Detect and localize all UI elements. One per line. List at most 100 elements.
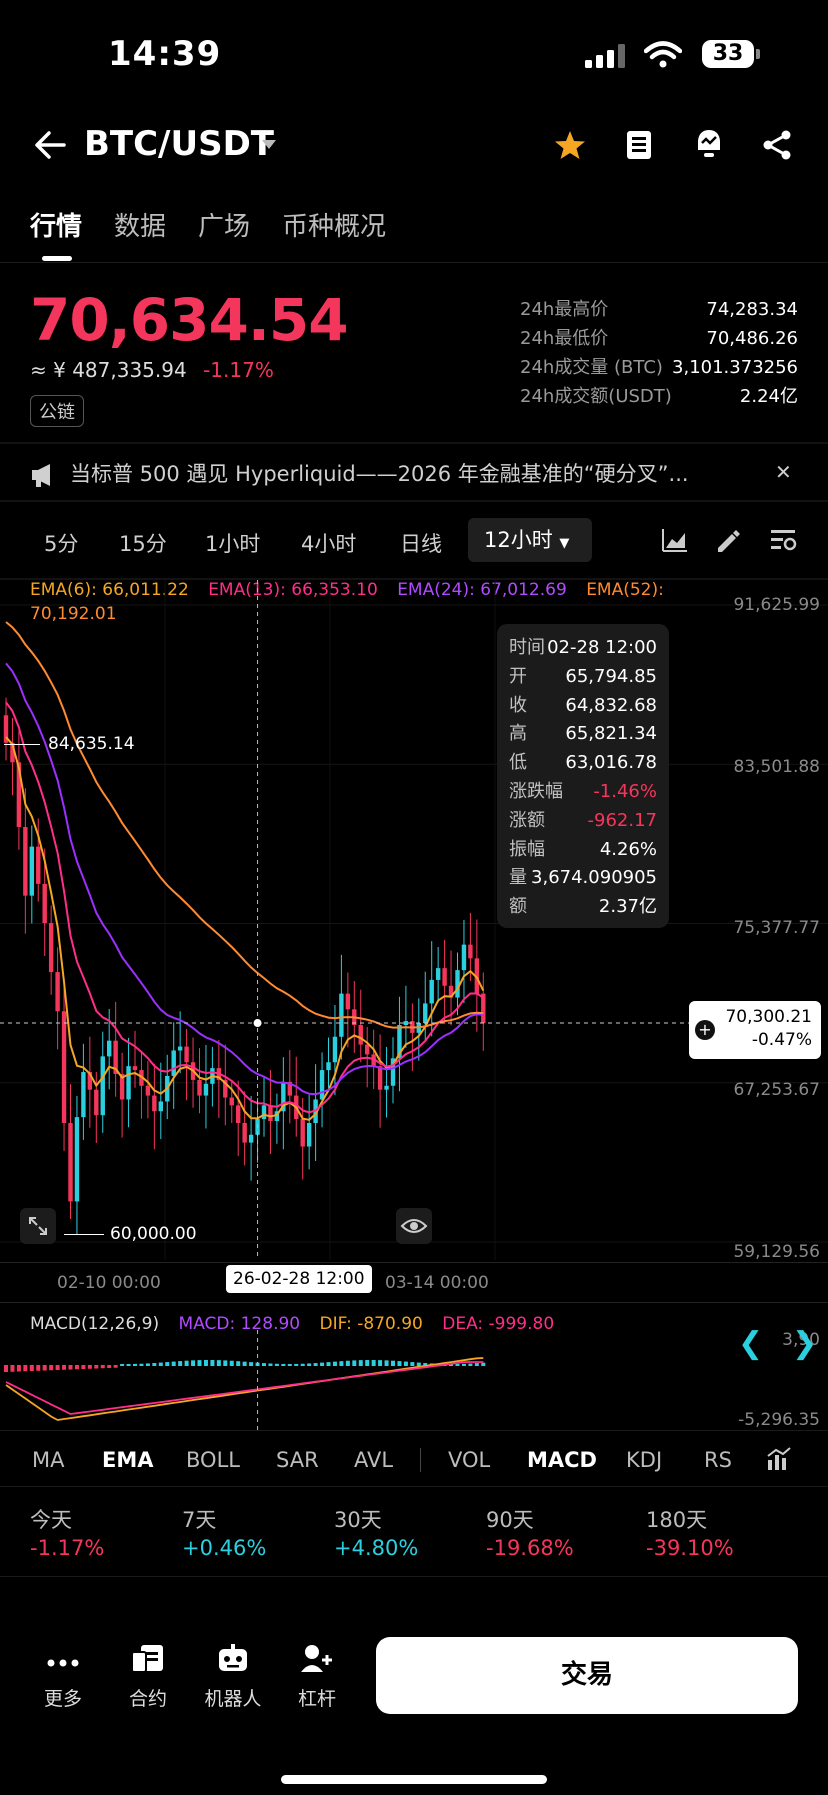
high-marker-line: [4, 744, 40, 745]
candle-body: [145, 1085, 151, 1096]
chevron-down-icon[interactable]: [262, 140, 276, 149]
tooltip-row: 量 3,674.090905: [509, 864, 657, 893]
stat-value: 2.24亿: [739, 386, 798, 407]
battery-indicator: 33: [702, 40, 754, 68]
candle-body: [339, 993, 344, 1037]
candle-body: [126, 1066, 131, 1100]
macd-histogram-bar: [55, 1365, 60, 1370]
ema6-line: [5, 736, 485, 1121]
tooltip-value: 4.26%: [599, 838, 657, 860]
chain-badge[interactable]: 公链: [30, 395, 84, 427]
candle-body: [197, 1079, 202, 1096]
draw-tool-icon[interactable]: [714, 526, 742, 554]
y-axis-label: 67,253.67: [733, 1080, 820, 1100]
macd-histogram-bar: [378, 1360, 383, 1366]
nav-margin[interactable]: 杠杆: [282, 1644, 352, 1711]
candle-body: [423, 1003, 428, 1024]
interval-4h[interactable]: 4小时: [301, 532, 357, 556]
macd-histogram-bar: [23, 1365, 28, 1372]
price-alert-icon[interactable]: [694, 128, 724, 160]
macd-histogram-bar: [107, 1365, 112, 1368]
scroll-left-icon[interactable]: ❮: [738, 1326, 764, 1361]
indicator-bar: MA EMA BOLL SAR AVL VOL MACD KDJ RS: [0, 1430, 828, 1486]
dea-line: [5, 1361, 484, 1415]
indicator-boll[interactable]: BOLL: [186, 1448, 240, 1472]
candlestick-chart[interactable]: [0, 580, 828, 1260]
tooltip-row: 振幅 4.26%: [509, 836, 657, 865]
candle-body: [107, 1040, 112, 1057]
macd-histogram-bar: [184, 1360, 189, 1366]
add-order-icon[interactable]: +: [695, 1020, 715, 1040]
indicator-macd[interactable]: MACD: [527, 1448, 597, 1472]
period-item: 7天 +0.46%: [182, 1504, 266, 1560]
scroll-right-icon[interactable]: ❯: [792, 1326, 818, 1361]
high-marker: 84,635.14: [48, 734, 135, 754]
tab-data[interactable]: 数据: [114, 212, 167, 242]
fullscreen-button[interactable]: [20, 1208, 56, 1244]
interval-5m[interactable]: 5分: [44, 532, 79, 556]
share-icon[interactable]: [762, 130, 792, 160]
candle-body: [468, 944, 473, 959]
macd-histogram-bar: [4, 1365, 8, 1372]
macd-histogram-bar: [397, 1361, 402, 1366]
current-price-tag[interactable]: 70,300.21 -0.47%: [689, 1001, 821, 1059]
top-tabs: 行情 数据 广场 币种概况: [30, 206, 386, 243]
signal-icon: [585, 44, 625, 68]
macd-histogram-bar: [29, 1365, 34, 1371]
indicator-kdj[interactable]: KDJ: [626, 1448, 663, 1472]
nav-more[interactable]: 更多: [28, 1644, 98, 1711]
divider: [0, 262, 828, 263]
notice-text[interactable]: 当标普 500 遇见 Hyperliquid——2026 年金融基准的“硬分叉”…: [70, 462, 689, 486]
indicator-sar[interactable]: SAR: [276, 1448, 319, 1472]
trade-button[interactable]: 交易: [376, 1637, 798, 1714]
tab-overview[interactable]: 币种概况: [282, 212, 387, 242]
chart-type-icon[interactable]: [662, 528, 688, 552]
tab-market[interactable]: 行情: [30, 212, 83, 242]
macd-chart[interactable]: [0, 1330, 828, 1430]
dif-line: [5, 1357, 484, 1421]
interval-12h[interactable]: 12小时 ▼: [468, 518, 592, 562]
divider: [0, 1262, 828, 1263]
nav-contract[interactable]: 合约: [113, 1644, 183, 1711]
candle-body: [442, 968, 447, 986]
macd-histogram-bar: [94, 1365, 99, 1369]
tab-square[interactable]: 广场: [198, 212, 251, 242]
indicator-ma[interactable]: MA: [32, 1448, 65, 1472]
close-icon[interactable]: ✕: [775, 460, 792, 484]
candle-body: [113, 1040, 118, 1075]
cny-price: ≈ ¥ 487,335.94: [30, 358, 187, 382]
interval-15m[interactable]: 15分: [119, 532, 167, 556]
macd-histogram-bar: [326, 1362, 331, 1366]
candle-body: [390, 1058, 396, 1086]
indicator-ema[interactable]: EMA: [102, 1448, 154, 1472]
indicator-rs[interactable]: RS: [704, 1448, 732, 1472]
indicator-vol[interactable]: VOL: [448, 1448, 491, 1472]
period-performance: 今天 -1.17% 7天 +0.46% 30天 +4.80% 90天 -19.6…: [0, 1500, 828, 1570]
period-item: 180天 -39.10%: [646, 1504, 734, 1560]
candle-body: [455, 970, 460, 998]
divider: [0, 578, 828, 580]
nav-label: 合约: [128, 1688, 167, 1710]
crosshair-time-label: 26-02-28 12:00: [226, 1265, 372, 1293]
interval-1h[interactable]: 1小时: [205, 532, 261, 556]
pair-title[interactable]: BTC/USDT: [84, 124, 274, 164]
tooltip-key: 高: [509, 723, 527, 745]
back-arrow-icon[interactable]: [34, 130, 68, 160]
interval-1d[interactable]: 日线: [400, 532, 442, 556]
star-icon[interactable]: [554, 130, 586, 160]
indicator-avl[interactable]: AVL: [354, 1448, 394, 1472]
chart-settings-icon[interactable]: [769, 528, 797, 552]
ema-legend: EMA(6): 66,011.22 EMA(13): 66,353.10 EMA…: [30, 580, 664, 600]
macd-histogram-bar: [100, 1365, 105, 1369]
visibility-button[interactable]: [396, 1208, 432, 1244]
candle-body: [81, 1072, 86, 1118]
ema13-label: EMA(13): 66,353.10: [208, 580, 378, 600]
indicator-settings-icon[interactable]: [766, 1446, 792, 1472]
macd-histogram-bar: [449, 1363, 454, 1366]
candle-body: [326, 1062, 331, 1071]
nav-robot[interactable]: 机器人: [198, 1644, 268, 1711]
period-value: +4.80%: [334, 1536, 419, 1560]
candle-body: [474, 958, 480, 994]
candle-body: [287, 1081, 292, 1096]
notes-icon[interactable]: [626, 130, 652, 160]
